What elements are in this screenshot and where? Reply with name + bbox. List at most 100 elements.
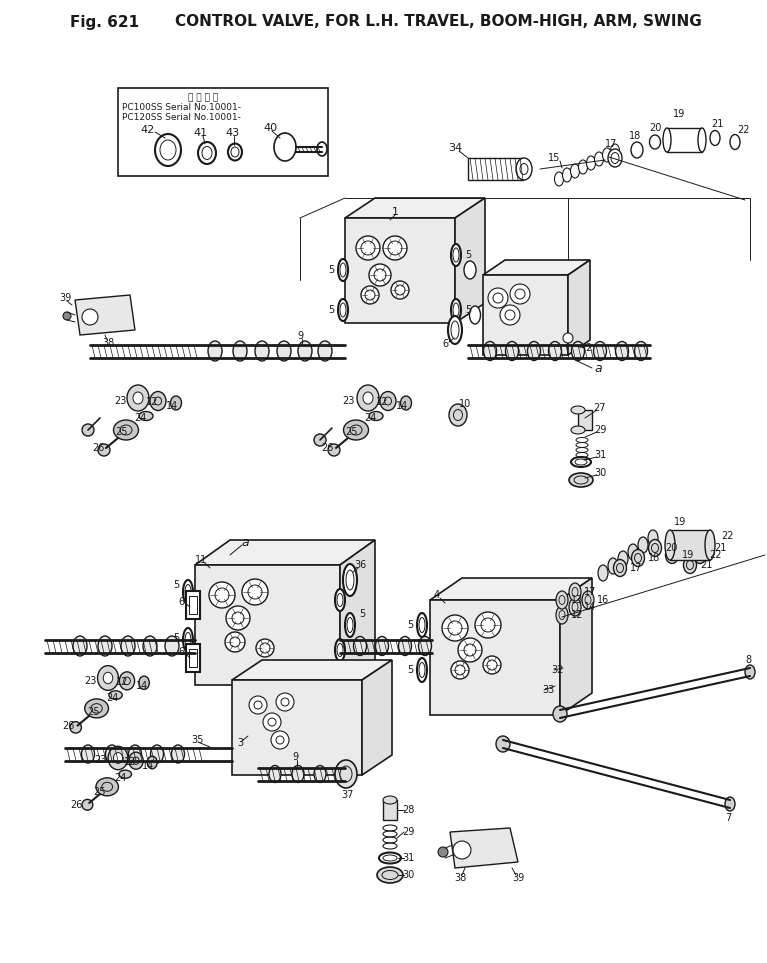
- Ellipse shape: [611, 144, 620, 158]
- Text: 5: 5: [328, 305, 334, 315]
- Ellipse shape: [202, 146, 212, 160]
- Circle shape: [483, 656, 501, 674]
- Ellipse shape: [730, 135, 740, 149]
- Circle shape: [263, 713, 281, 731]
- Bar: [189, 649, 197, 667]
- Ellipse shape: [569, 473, 593, 487]
- Ellipse shape: [127, 385, 149, 411]
- Text: 23: 23: [94, 755, 106, 765]
- Ellipse shape: [84, 699, 108, 717]
- Ellipse shape: [548, 342, 561, 360]
- Circle shape: [510, 284, 530, 304]
- Ellipse shape: [143, 636, 157, 656]
- Text: 5: 5: [465, 250, 471, 260]
- Ellipse shape: [343, 564, 357, 596]
- Text: 20: 20: [649, 123, 661, 133]
- Text: 2: 2: [585, 343, 591, 353]
- Circle shape: [82, 309, 98, 325]
- Text: 31: 31: [594, 450, 606, 460]
- Ellipse shape: [106, 745, 118, 763]
- Ellipse shape: [344, 420, 368, 440]
- Circle shape: [395, 285, 405, 295]
- Bar: [468, 158, 523, 180]
- Text: 14: 14: [396, 401, 408, 411]
- Ellipse shape: [693, 546, 706, 563]
- Circle shape: [225, 632, 245, 652]
- Circle shape: [70, 721, 81, 733]
- Ellipse shape: [582, 591, 594, 609]
- Text: 25: 25: [116, 427, 128, 437]
- Ellipse shape: [120, 672, 134, 690]
- Text: 5: 5: [407, 620, 413, 630]
- Ellipse shape: [505, 342, 518, 360]
- Text: 22: 22: [709, 550, 723, 560]
- Text: 23: 23: [84, 676, 96, 686]
- Text: 35: 35: [192, 735, 204, 745]
- Ellipse shape: [147, 756, 157, 768]
- Text: 17: 17: [630, 563, 642, 573]
- Ellipse shape: [516, 158, 532, 180]
- Text: 40: 40: [263, 123, 277, 133]
- Ellipse shape: [335, 589, 345, 611]
- Ellipse shape: [108, 746, 128, 769]
- Text: 14: 14: [584, 602, 596, 612]
- Ellipse shape: [569, 598, 581, 616]
- Bar: [430, 600, 560, 715]
- Circle shape: [505, 310, 515, 320]
- Text: Fig. 621: Fig. 621: [70, 14, 139, 30]
- Ellipse shape: [451, 299, 461, 321]
- Text: 24: 24: [114, 773, 127, 783]
- Text: 11: 11: [195, 555, 207, 565]
- Ellipse shape: [400, 396, 412, 410]
- Text: 23: 23: [114, 396, 127, 406]
- Ellipse shape: [183, 580, 193, 604]
- Ellipse shape: [208, 341, 222, 361]
- Bar: [578, 410, 592, 430]
- Text: 5: 5: [465, 305, 471, 315]
- Ellipse shape: [449, 404, 467, 426]
- Circle shape: [453, 841, 471, 859]
- Text: a: a: [241, 535, 249, 549]
- Ellipse shape: [417, 658, 427, 682]
- Ellipse shape: [139, 411, 153, 421]
- Polygon shape: [340, 540, 375, 685]
- Text: 5: 5: [407, 665, 413, 675]
- Ellipse shape: [745, 665, 755, 679]
- Text: 14: 14: [166, 401, 178, 411]
- Text: 15: 15: [548, 153, 560, 163]
- Ellipse shape: [114, 753, 123, 764]
- Text: 43: 43: [225, 128, 239, 138]
- Text: 25: 25: [94, 787, 107, 797]
- Text: 18: 18: [648, 553, 660, 563]
- Ellipse shape: [73, 636, 87, 656]
- Polygon shape: [195, 540, 375, 565]
- Ellipse shape: [314, 766, 326, 783]
- Circle shape: [515, 289, 525, 299]
- Polygon shape: [560, 578, 592, 715]
- Polygon shape: [568, 260, 590, 355]
- Polygon shape: [450, 828, 518, 868]
- Text: 26: 26: [62, 721, 74, 731]
- Polygon shape: [430, 578, 592, 600]
- Ellipse shape: [725, 797, 735, 811]
- Ellipse shape: [562, 168, 571, 182]
- Text: 適 用 引 機: 適 用 引 機: [188, 93, 218, 102]
- Ellipse shape: [578, 160, 588, 174]
- Text: 5: 5: [173, 580, 179, 590]
- Ellipse shape: [109, 690, 122, 699]
- Text: 7: 7: [725, 813, 731, 823]
- Circle shape: [365, 290, 375, 300]
- Bar: [189, 596, 197, 614]
- Text: 39: 39: [59, 293, 71, 303]
- Ellipse shape: [451, 244, 461, 266]
- Text: 30: 30: [402, 870, 414, 880]
- Text: 25: 25: [87, 707, 99, 717]
- Ellipse shape: [594, 342, 607, 360]
- Ellipse shape: [150, 392, 166, 410]
- Ellipse shape: [665, 530, 675, 560]
- Text: 24: 24: [133, 413, 146, 423]
- Text: 9: 9: [292, 752, 298, 762]
- Circle shape: [82, 424, 94, 436]
- Text: 1: 1: [391, 207, 399, 217]
- Text: 5: 5: [328, 265, 334, 275]
